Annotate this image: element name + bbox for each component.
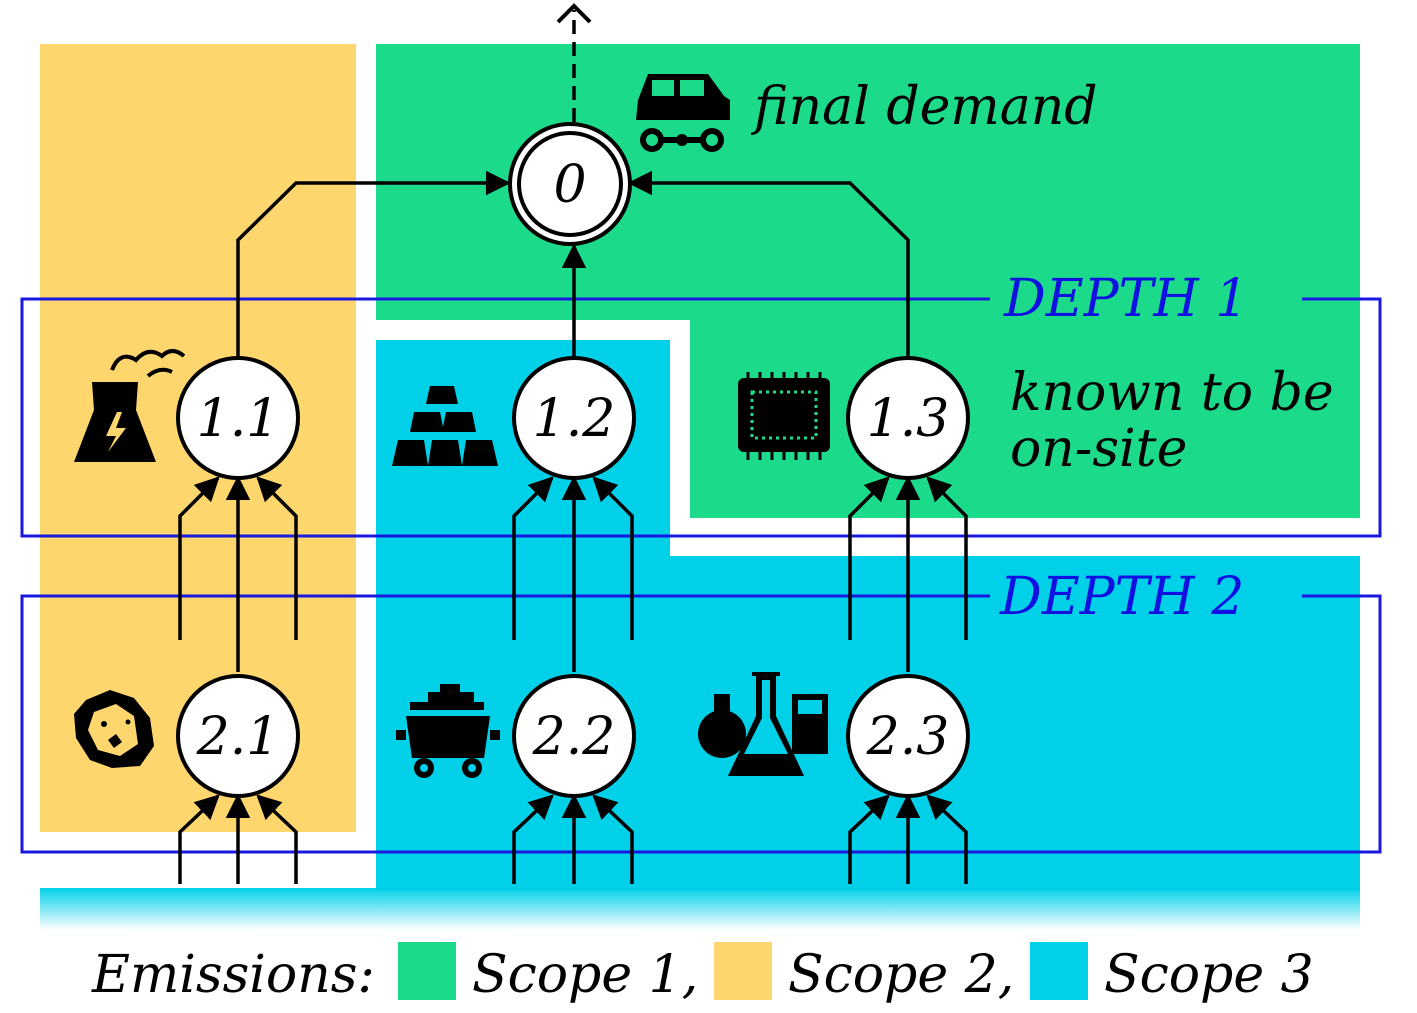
node-2.1: 2.1 [176,674,300,798]
node-2.2: 2.2 [512,674,636,798]
node-1.1-label: 1.1 [197,389,280,449]
legend-swatch-scope3 [1030,942,1088,1000]
known-on-site-label-line2: on-site [1010,419,1187,479]
node-1.2-label: 1.2 [533,389,616,449]
edges-to-final [236,3,910,358]
car-icon [636,74,730,152]
depth2-frame [20,594,1382,854]
legend-swatch-scope1 [398,942,456,1000]
depth1-frame [20,297,1382,538]
node-0: 0 [508,122,632,246]
final-demand-label: final demand [750,77,1097,137]
known-on-site-label-line1: known to be [1010,363,1334,423]
edges-depth2-to-depth1 [178,475,968,672]
ore-rock-icon [74,690,154,768]
node-0-label: 0 [553,155,586,215]
mine-cart-icon [396,684,500,778]
legend-scope3: Scope 3 [1104,945,1314,1005]
edge-1.1-to-0 [236,170,511,358]
node-1.3: 1.3 [846,356,970,480]
legend-prefix: Emissions: [91,945,375,1005]
scope3-fade-band [40,888,1360,930]
gold-bars-icon [392,386,498,466]
legend: Emissions: Scope 1, Scope 2, Scope 3 [91,942,1314,1005]
depth2-label: DEPTH 2 [999,567,1244,627]
node-2.2-label: 2.2 [532,707,616,767]
node-1.2: 1.2 [512,356,636,480]
legend-scope2: Scope 2, [788,945,1014,1005]
node-2.3: 2.3 [846,674,970,798]
chemistry-flasks-icon [698,672,828,776]
node-1.3-label: 1.3 [867,389,950,449]
node-1.1: 1.1 [176,356,300,480]
legend-swatch-scope2 [714,942,772,1000]
node-2.3-label: 2.3 [866,707,950,767]
legend-scope1: Scope 1, [472,945,698,1005]
demand-arrowhead [556,3,592,24]
edge-1.3-to-0 [627,170,910,358]
node-2.1-label: 2.1 [196,707,280,767]
power-plant-icon [74,349,186,462]
depth1-label: DEPTH 1 [1003,269,1248,329]
edges-depth3-to-depth2 [178,793,968,884]
microchip-icon [738,372,830,460]
